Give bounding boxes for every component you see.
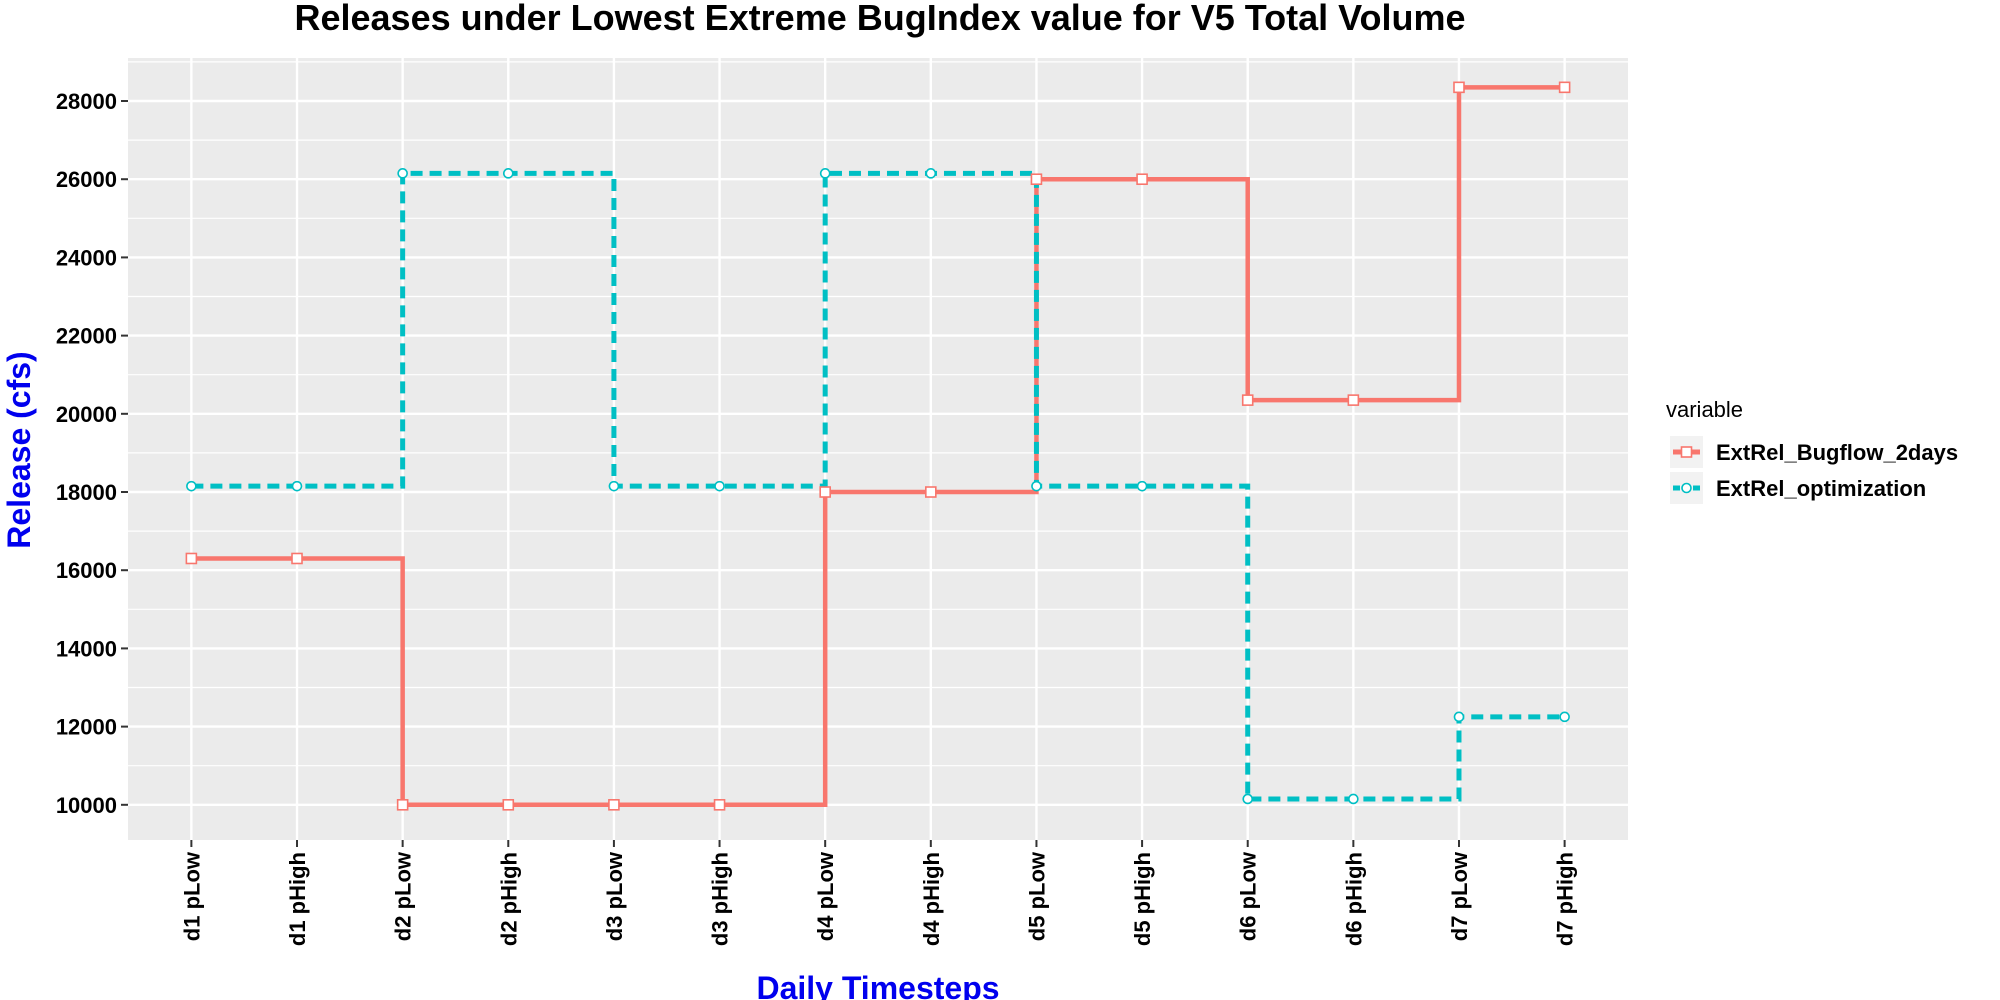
data-point-square — [608, 799, 620, 811]
data-point-circle — [819, 168, 831, 179]
x-tick-label: d7 pLow — [1447, 851, 1472, 941]
data-point-circle — [1453, 711, 1465, 723]
data-point-square — [1558, 81, 1571, 94]
x-tick-label: d1 pLow — [179, 851, 204, 941]
x-tick-label: d1 pHigh — [285, 852, 310, 946]
legend-key-marker — [1681, 482, 1692, 494]
minor-gridlines — [128, 61, 1628, 767]
x-tick-label: d3 pHigh — [708, 852, 733, 946]
data-point-circle — [1559, 711, 1570, 723]
data-point-square — [502, 799, 515, 811]
y-tick-label: 28000 — [56, 89, 117, 114]
data-point-square — [1241, 394, 1254, 406]
y-tick-label: 14000 — [56, 636, 117, 661]
y-tick-label: 18000 — [56, 480, 117, 505]
data-point-circle — [397, 168, 408, 179]
data-point-square — [1453, 81, 1465, 94]
legend-label: ExtRel_Bugflow_2days — [1716, 440, 1958, 465]
data-point-circle — [502, 168, 514, 179]
y-tick-label: 16000 — [56, 558, 117, 583]
x-tick-label: d6 pHigh — [1341, 852, 1366, 946]
x-tick-label: d5 pHigh — [1130, 852, 1155, 946]
data-point-circle — [1031, 480, 1042, 492]
legend-title: variable — [1666, 397, 1743, 422]
x-tick-label: d6 pLow — [1236, 851, 1261, 941]
y-axis: 10000 12000 14000 16000 18000 20000 22000 24000… — [56, 89, 128, 818]
legend-key-marker — [1680, 446, 1693, 458]
x-tick-label: d2 pLow — [391, 851, 416, 941]
x-axis: d1 pLow d1 pHigh d2 pLow d2 pHigh d3 pLow d3 … — [179, 840, 1578, 946]
legend: variable ExtRel_Bugflow_2days ExtRel_opti… — [1666, 397, 1958, 504]
x-tick-label: d4 pHigh — [919, 852, 944, 946]
x-tick-label: d7 pHigh — [1553, 852, 1578, 946]
data-point-square — [1136, 173, 1148, 186]
y-tick-label: 24000 — [56, 245, 117, 270]
y-tick-label: 20000 — [56, 402, 117, 427]
series-layer — [185, 81, 1571, 811]
data-point-square — [1030, 173, 1043, 186]
x-tick-label: d5 pLow — [1024, 851, 1049, 941]
y-tick-label: 12000 — [56, 715, 117, 740]
data-point-square — [396, 799, 409, 811]
x-axis-title: Daily Timesteps — [756, 970, 999, 1000]
data-point-circle — [714, 480, 725, 492]
data-point-square — [925, 486, 937, 498]
x-tick-label: d3 pLow — [602, 851, 627, 941]
data-point-circle — [1136, 480, 1148, 492]
data-point-circle — [186, 480, 197, 492]
data-point-square — [185, 552, 198, 565]
data-point-circle — [608, 480, 620, 492]
x-tick-label: d4 pLow — [813, 851, 838, 941]
data-point-circle — [1348, 793, 1359, 805]
data-point-square — [819, 486, 831, 498]
series-line-2 — [191, 170, 1565, 802]
data-point-circle — [291, 480, 303, 492]
data-point-square — [1347, 394, 1360, 406]
data-point-square — [713, 799, 726, 811]
x-tick-label: d2 pHigh — [496, 852, 521, 946]
data-point-square — [291, 552, 303, 565]
y-tick-label: 10000 — [56, 793, 117, 818]
chart-title: Releases under Lowest Extreme BugIndex v… — [294, 0, 1465, 38]
data-point-circle — [925, 168, 937, 179]
y-tick-label: 22000 — [56, 324, 117, 349]
y-axis-title: Release (cfs) — [1, 351, 37, 548]
plot-panel — [128, 58, 1628, 840]
legend-label: ExtRel_optimization — [1716, 476, 1926, 501]
data-point-circle — [1242, 793, 1254, 805]
y-tick-label: 26000 — [56, 167, 117, 192]
